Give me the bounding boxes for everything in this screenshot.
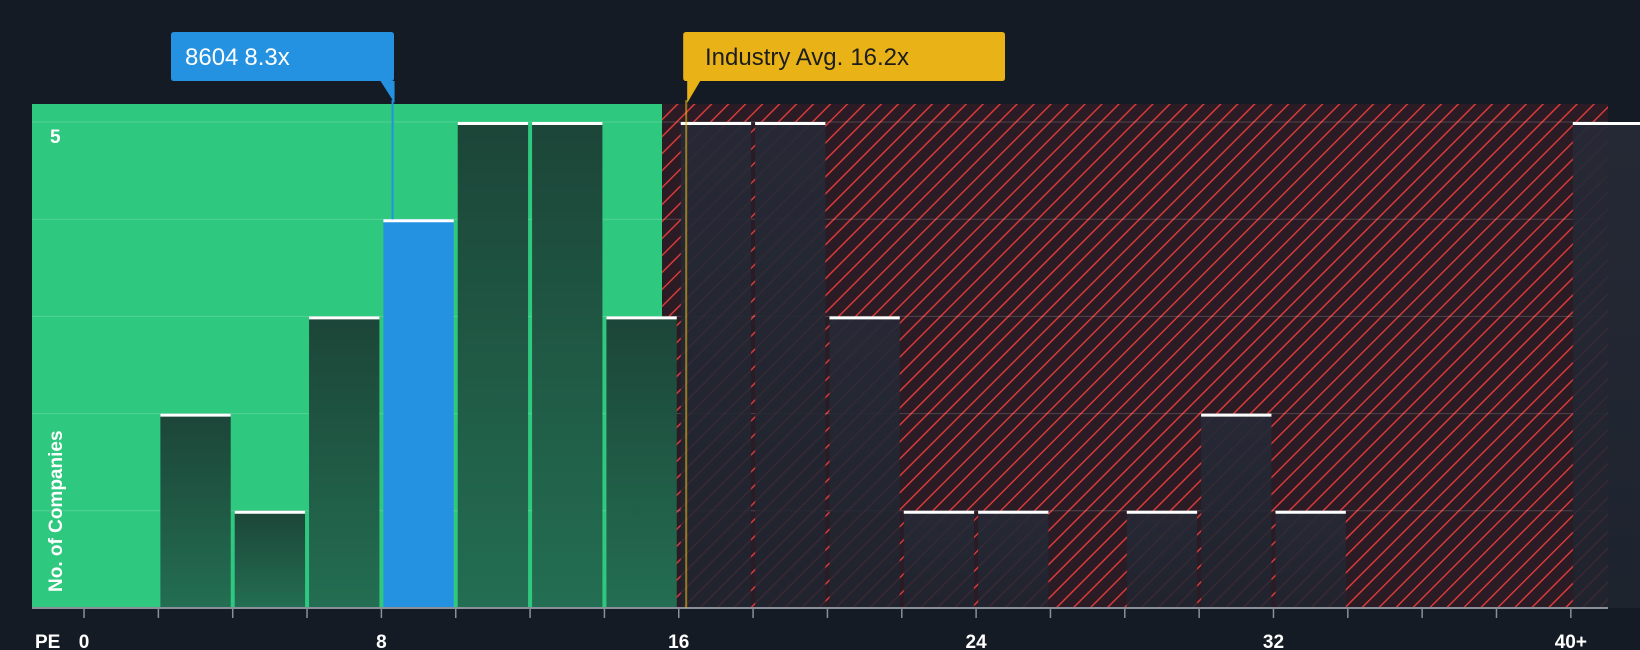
- industry-avg-value: 16.2x: [850, 44, 909, 71]
- histogram-bar: [160, 413, 231, 608]
- x-axis-label: PE: [35, 632, 60, 650]
- company-pe-value: 8.3x: [244, 44, 289, 71]
- histogram-bar: [755, 122, 826, 608]
- histogram-bar: [1572, 122, 1640, 608]
- company-callout-label: 8604 8.3x: [185, 44, 290, 71]
- histogram-bar: [978, 510, 1049, 608]
- company-callout-box: [171, 32, 395, 103]
- industry-average-callout: Industry Avg. 16.2x: [683, 32, 1005, 608]
- company-pe-callout: 8604 8.3x: [171, 32, 395, 220]
- histogram-bar: [1201, 413, 1272, 608]
- histogram-bar: [532, 122, 603, 608]
- y-tick-label-5: 5: [50, 127, 61, 148]
- company-ticker: 8604: [185, 44, 238, 71]
- y-axis-label: No. of Companies: [46, 430, 67, 592]
- histogram-bar: [457, 122, 529, 608]
- x-axis: 0 8 16 24 32 40+: [32, 607, 1608, 650]
- histogram-bar: [829, 316, 900, 608]
- histogram-bar: [383, 219, 454, 608]
- x-tick-label: 16: [668, 632, 689, 650]
- histogram-bar: [903, 510, 975, 608]
- histogram-bar: [309, 316, 380, 608]
- histogram-bar: [606, 316, 677, 608]
- histogram-bar: [234, 510, 306, 608]
- x-tick-label: 40+: [1555, 632, 1587, 650]
- industry-callout-label: Industry Avg. 16.2x: [705, 44, 909, 71]
- histogram-bar: [1126, 510, 1198, 608]
- industry-callout-box: [683, 32, 1005, 103]
- x-tick-label: 8: [376, 632, 387, 650]
- x-tick-label: 24: [966, 632, 988, 650]
- x-tick-label: 32: [1263, 632, 1284, 650]
- industry-avg-label: Industry Avg.: [705, 44, 843, 71]
- histogram-bar: [680, 122, 752, 608]
- x-tick-label: 0: [79, 632, 90, 650]
- histogram-bar: [1275, 510, 1346, 608]
- histogram-bars: [160, 122, 1640, 608]
